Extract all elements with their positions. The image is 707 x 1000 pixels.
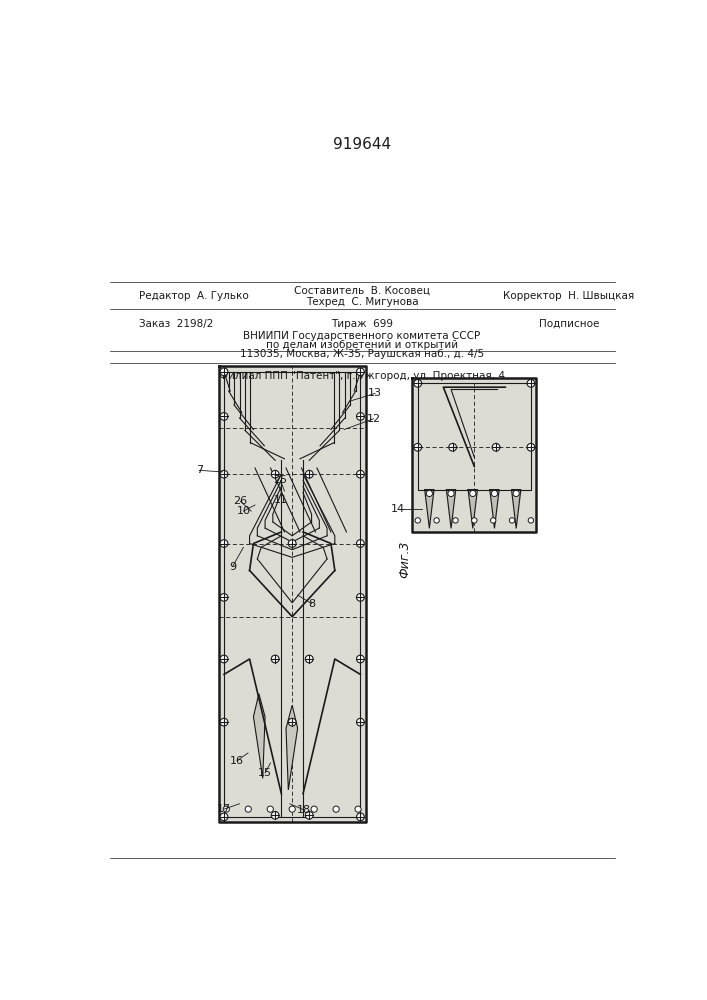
Circle shape <box>220 813 228 821</box>
Polygon shape <box>468 490 477 528</box>
Circle shape <box>492 443 500 451</box>
Polygon shape <box>490 490 499 528</box>
Circle shape <box>356 813 364 821</box>
Circle shape <box>469 490 476 497</box>
Circle shape <box>333 806 339 812</box>
Polygon shape <box>425 490 434 528</box>
Text: 18: 18 <box>297 805 311 815</box>
Circle shape <box>288 540 296 547</box>
Circle shape <box>220 540 228 547</box>
Text: Подписное: Подписное <box>539 319 599 329</box>
Circle shape <box>271 470 279 478</box>
Bar <box>412 378 537 532</box>
Text: Редактор  А. Гулько: Редактор А. Гулько <box>139 291 248 301</box>
Text: 7: 7 <box>196 465 203 475</box>
Polygon shape <box>512 490 521 528</box>
Text: 26: 26 <box>233 496 247 506</box>
Circle shape <box>434 518 439 523</box>
Circle shape <box>426 490 433 497</box>
Polygon shape <box>286 705 298 790</box>
Text: 13: 13 <box>368 388 382 398</box>
Text: Тираж  699: Тираж 699 <box>331 319 393 329</box>
Circle shape <box>414 379 421 387</box>
Circle shape <box>356 368 364 376</box>
Circle shape <box>355 806 361 812</box>
Text: 14: 14 <box>391 504 405 514</box>
Circle shape <box>220 594 228 601</box>
Circle shape <box>311 806 317 812</box>
Text: Корректор  Н. Швыцкая: Корректор Н. Швыцкая <box>503 291 634 301</box>
Text: Техред  С. Мигунова: Техред С. Мигунова <box>305 297 419 307</box>
Circle shape <box>414 443 421 451</box>
Text: Филиал ППП "Патент", г. Ужгород, ул. Проектная, 4: Филиал ППП "Патент", г. Ужгород, ул. Про… <box>219 371 505 381</box>
Circle shape <box>245 806 252 812</box>
Polygon shape <box>446 490 456 528</box>
Circle shape <box>356 470 364 478</box>
Circle shape <box>223 806 230 812</box>
Text: Заказ  2198/2: Заказ 2198/2 <box>139 319 213 329</box>
Circle shape <box>356 413 364 420</box>
Text: 17: 17 <box>217 804 231 814</box>
Text: 919644: 919644 <box>333 137 391 152</box>
Circle shape <box>288 718 296 726</box>
Circle shape <box>415 518 421 523</box>
Text: 16: 16 <box>230 756 244 766</box>
Text: 25: 25 <box>274 475 288 485</box>
Circle shape <box>449 443 457 451</box>
Circle shape <box>509 518 515 523</box>
Circle shape <box>271 811 279 819</box>
Circle shape <box>491 490 498 497</box>
Text: ВНИИПИ Государственного комитета СССР: ВНИИПИ Государственного комитета СССР <box>243 331 481 341</box>
Text: 12: 12 <box>366 414 380 424</box>
Bar <box>218 366 366 822</box>
Circle shape <box>448 490 454 497</box>
Text: 15: 15 <box>258 768 272 778</box>
Text: 11: 11 <box>274 495 288 505</box>
Circle shape <box>220 470 228 478</box>
Circle shape <box>472 518 477 523</box>
Circle shape <box>220 718 228 726</box>
Text: 9: 9 <box>229 562 236 572</box>
Circle shape <box>289 806 296 812</box>
Circle shape <box>305 655 313 663</box>
Circle shape <box>305 811 313 819</box>
Circle shape <box>356 718 364 726</box>
Circle shape <box>491 518 496 523</box>
Circle shape <box>356 594 364 601</box>
Text: 113035, Москва, Ж-35, Раушская наб., д. 4/5: 113035, Москва, Ж-35, Раушская наб., д. … <box>240 349 484 359</box>
Text: Фиг.3: Фиг.3 <box>398 540 411 578</box>
Text: 8: 8 <box>308 599 315 609</box>
Circle shape <box>527 443 534 451</box>
Circle shape <box>271 655 279 663</box>
Circle shape <box>356 655 364 663</box>
Text: Составитель  В. Косовец: Составитель В. Косовец <box>294 285 430 295</box>
Circle shape <box>220 368 228 376</box>
Circle shape <box>356 540 364 547</box>
Text: 10: 10 <box>236 506 250 516</box>
Text: по делам изобретений и открытий: по делам изобретений и открытий <box>266 340 458 350</box>
Circle shape <box>527 379 534 387</box>
Circle shape <box>220 413 228 420</box>
Circle shape <box>528 518 534 523</box>
Circle shape <box>452 518 458 523</box>
Circle shape <box>267 806 274 812</box>
Circle shape <box>305 470 313 478</box>
Circle shape <box>220 655 228 663</box>
Polygon shape <box>253 694 265 778</box>
Circle shape <box>513 490 519 497</box>
